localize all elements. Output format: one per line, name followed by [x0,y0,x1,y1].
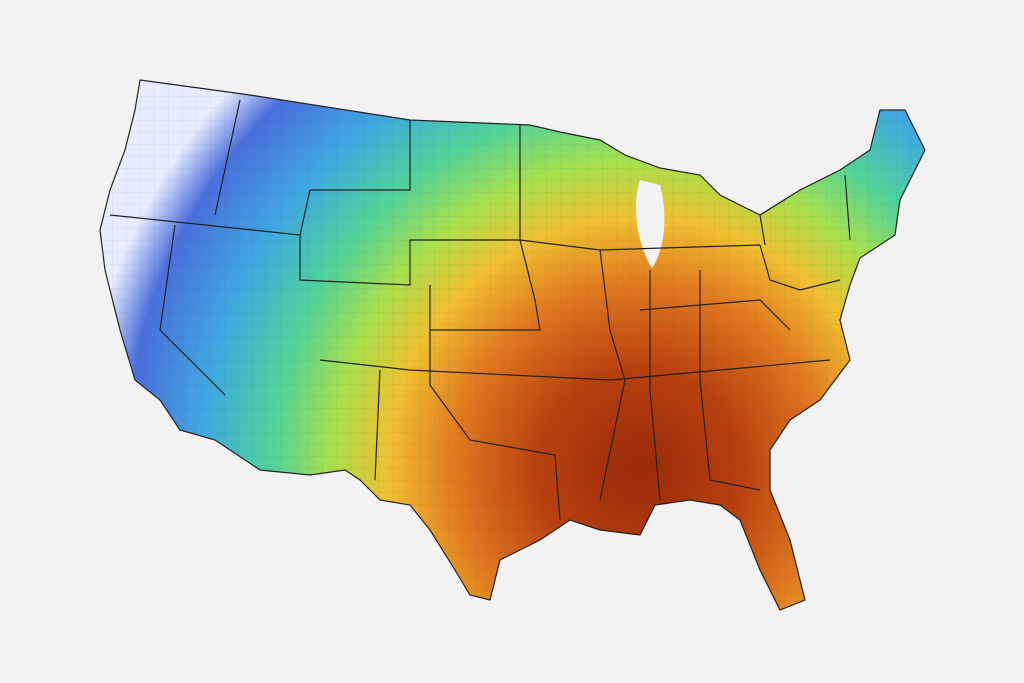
temperature-field [100,80,925,610]
state-borders [109,99,851,521]
